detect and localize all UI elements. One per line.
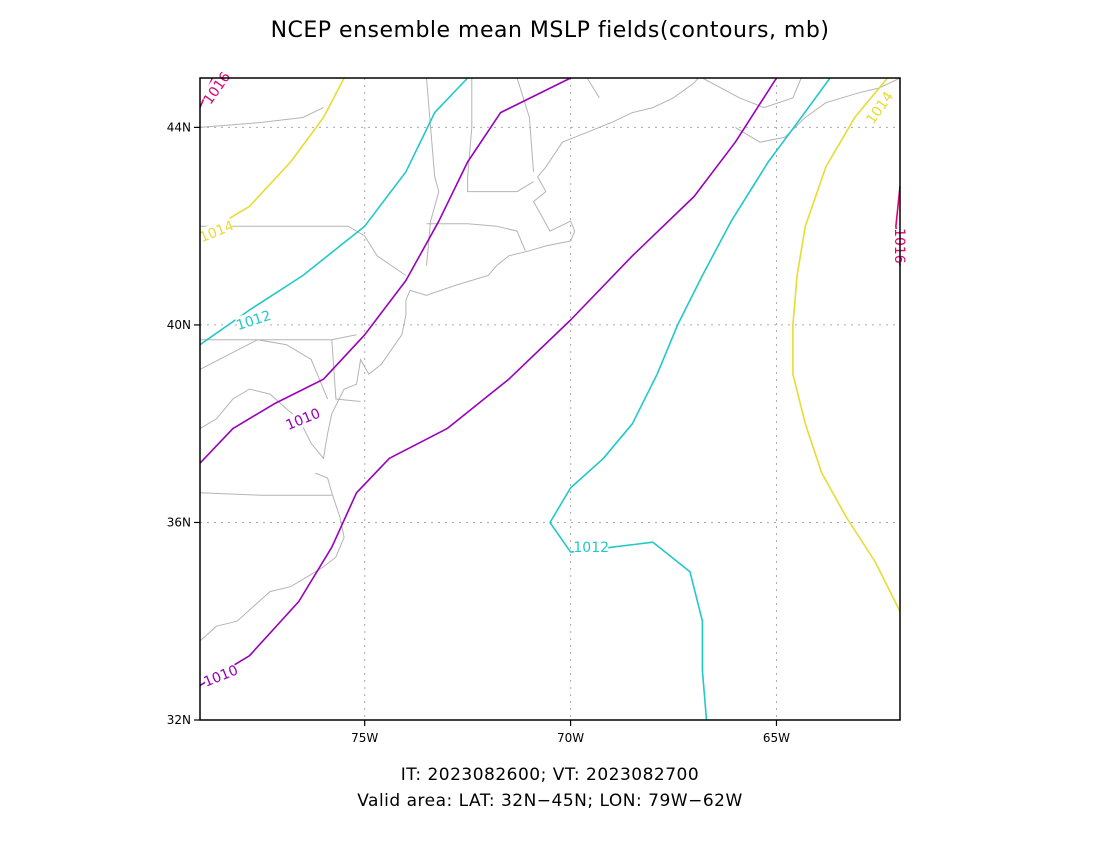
lat-tick-label: 40N [167, 318, 191, 332]
axis-ticks: 32N 36N 40N 44N 75W 70W 65W [167, 120, 790, 745]
lon-tick-label: 75W [351, 731, 378, 745]
contour-label-text: 1010 [284, 406, 323, 434]
coastlines [199, 77, 901, 642]
chart-title: NCEP ensemble mean MSLP fields(contours,… [270, 18, 830, 43]
isobar-1012 [199, 77, 469, 346]
isobar-1010 [199, 77, 778, 687]
contour-label-1010: 1010 [201, 661, 240, 691]
coastline [199, 77, 699, 460]
contour-label-text: 1010 [201, 662, 240, 690]
valid-area: Valid area: LAT: 32N−45N; LON: 79W−62W [357, 791, 743, 811]
state-border [586, 77, 600, 99]
footer-info: IT: 2023082600; VT: 2023082700 Valid are… [0, 762, 1100, 814]
lat-tick-label: 32N [167, 713, 191, 727]
gridlines [200, 78, 900, 720]
lon-tick-label: 65W [763, 731, 790, 745]
init-valid-time: IT: 2023082600; VT: 2023082700 [400, 765, 700, 785]
contour-labels: 1010 1010 1012 1012 1014 1014 1016 1016 [197, 69, 908, 691]
coastline [702, 77, 802, 109]
coastline [735, 77, 901, 143]
state-border [331, 339, 361, 402]
map-frame [199, 77, 901, 721]
lat-tick-label: 36N [167, 515, 191, 529]
pressure-contours [199, 77, 901, 721]
state-border [200, 334, 357, 341]
political-borders [199, 77, 600, 496]
contour-label-text: 1012 [573, 540, 609, 556]
contour-label-1014: 1014 [197, 217, 236, 246]
contour-label-text: 1014 [197, 218, 236, 246]
contour-label-1014: 1014 [863, 89, 897, 127]
contour-label-text: 1014 [863, 89, 897, 127]
isobar-1014 [199, 77, 345, 237]
isobar-1010 [199, 77, 571, 464]
lat-tick-label: 44N [167, 120, 191, 134]
state-border [199, 107, 324, 128]
coastline [199, 339, 329, 400]
state-border [516, 77, 534, 172]
contour-label-text: 1016 [891, 228, 907, 264]
state-border [200, 225, 407, 276]
contour-label-1010: 1010 [284, 405, 323, 434]
contour-label-1016: 1016 [200, 69, 234, 108]
contour-label-text: 1016 [201, 69, 235, 107]
isobar-1014 [792, 77, 901, 612]
contour-label-text: 1012 [234, 308, 273, 334]
contour-label-1012: 1012 [573, 539, 609, 556]
state-border [467, 78, 534, 193]
state-border [199, 492, 332, 496]
lon-tick-label: 70W [557, 731, 584, 745]
isobar-1012 [549, 77, 831, 721]
contour-label-1012: 1012 [234, 307, 273, 334]
state-border [426, 77, 440, 266]
state-border [426, 223, 526, 251]
coastline [199, 472, 345, 642]
